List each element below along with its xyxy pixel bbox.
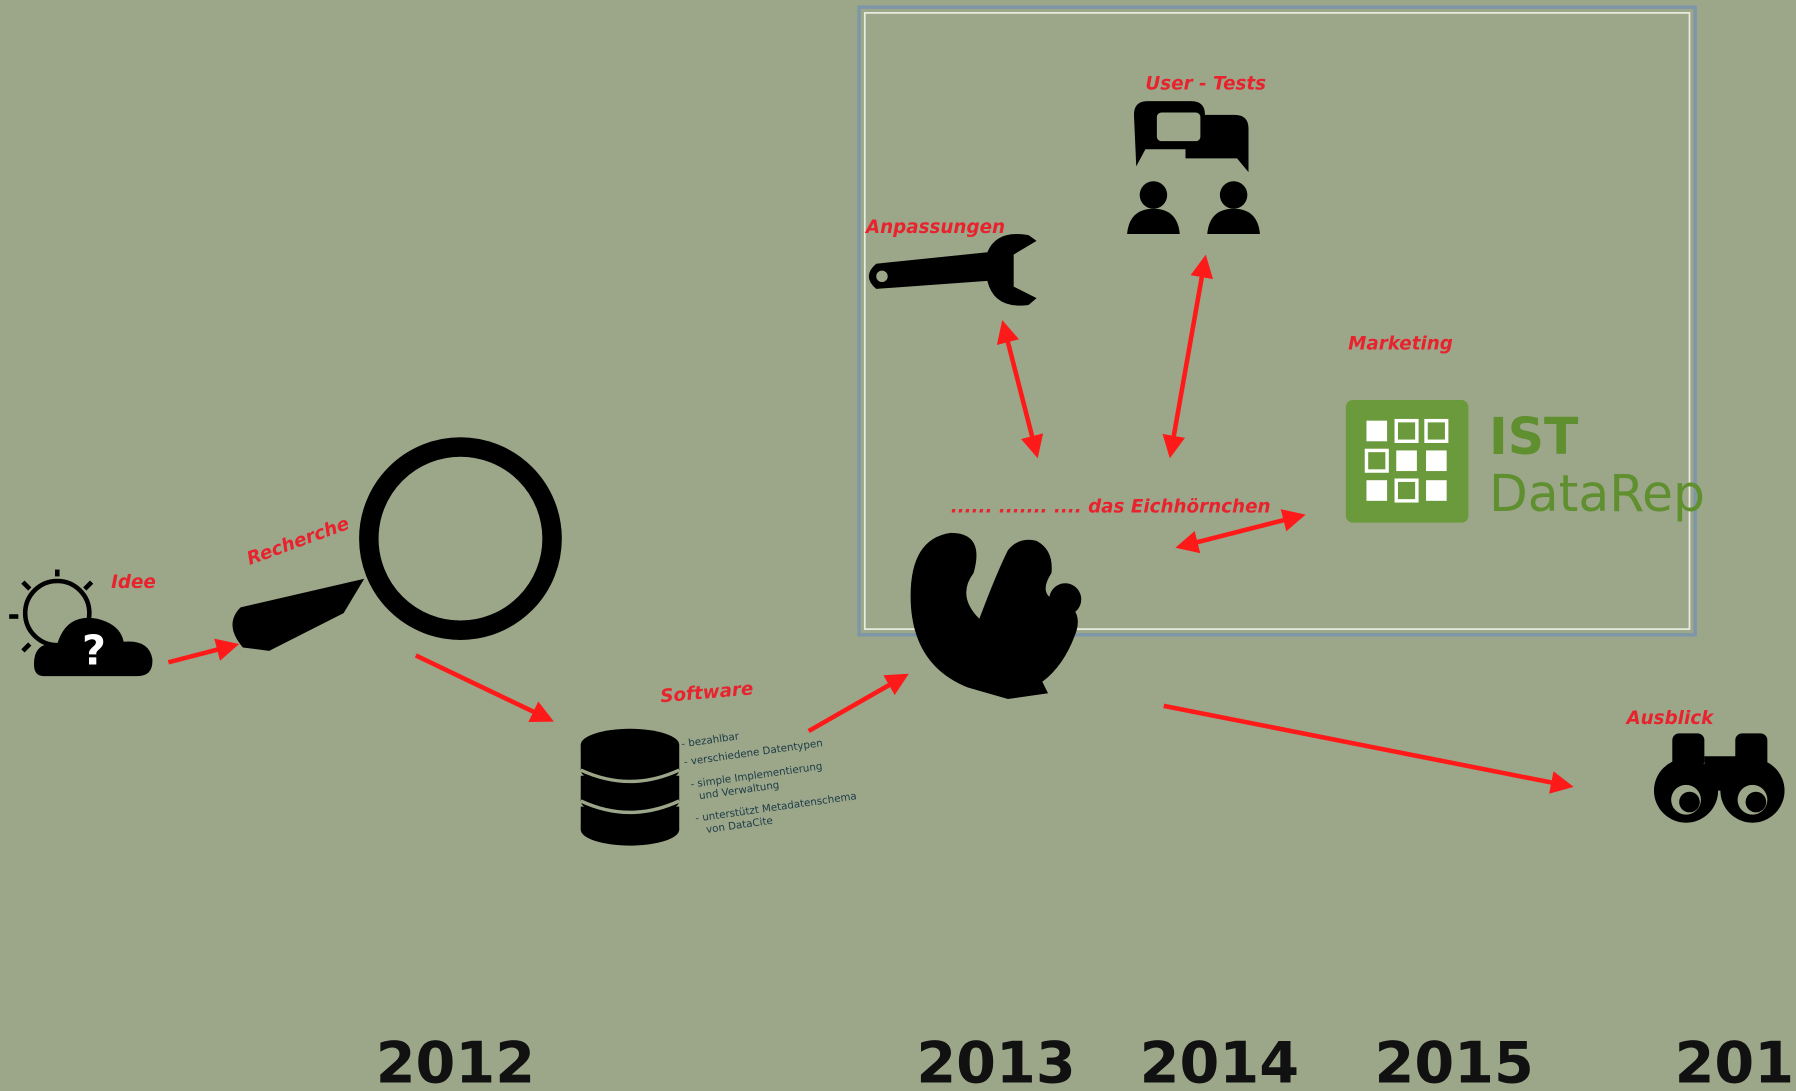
- binoculars-icon: [1654, 733, 1785, 822]
- label: Recherche: [244, 513, 352, 569]
- users-icon: [1127, 101, 1260, 234]
- label: ...... ....... .... das Eichhörnchen: [951, 496, 1271, 517]
- year: 2016: [1675, 1030, 1796, 1091]
- label: Idee: [111, 572, 156, 593]
- page: ? Idee Recherche Software - bezahlbar - …: [0, 0, 1796, 1091]
- svg-text:?: ?: [82, 627, 106, 675]
- label: Anpassungen: [864, 217, 1005, 238]
- frame-inner: [865, 13, 1690, 629]
- wrench-icon: [869, 234, 1037, 306]
- year: 2015: [1374, 1030, 1533, 1091]
- canvas: ? Idee Recherche Software - bezahlbar - …: [0, 0, 1796, 1091]
- frame: [859, 7, 1695, 635]
- year: 2014: [1140, 1030, 1299, 1091]
- feature-list: - bezahlbar - verschiedene Datentypen - …: [681, 715, 860, 837]
- label: Ausblick: [1624, 708, 1715, 729]
- year: 2012: [376, 1030, 535, 1091]
- year: 2013: [916, 1030, 1075, 1091]
- label: User - Tests: [1145, 74, 1266, 95]
- feature: - bezahlbar: [681, 730, 741, 750]
- label: Software: [660, 678, 755, 707]
- label: Marketing: [1348, 334, 1453, 355]
- database-icon: [581, 729, 680, 846]
- logo-text: IST: [1489, 407, 1579, 466]
- logo-text: DataRep: [1489, 464, 1705, 523]
- logo: IST DataRep: [1346, 400, 1705, 523]
- squirrel-icon: [911, 533, 1082, 699]
